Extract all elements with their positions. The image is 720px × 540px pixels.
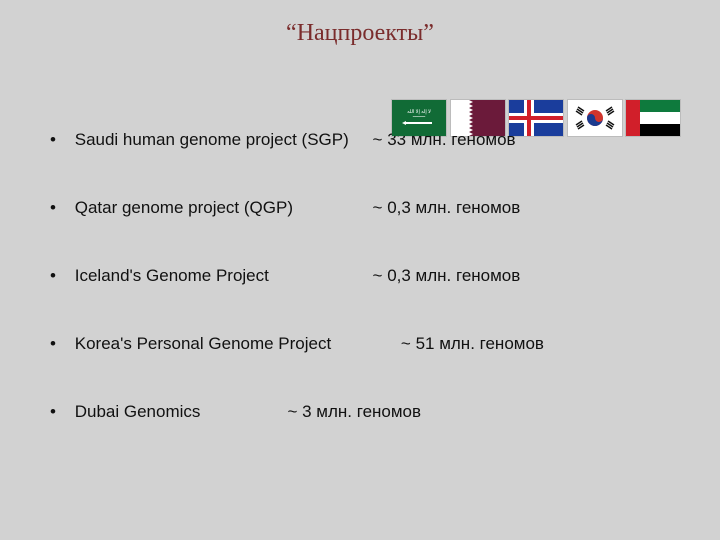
flag-saudi-icon: ـــــــ لا إله إلا الله bbox=[392, 100, 446, 136]
list-item: • Korea's Personal Genome Project ~ 51 м… bbox=[50, 334, 570, 354]
bullet-icon: • bbox=[50, 198, 70, 218]
project-name: Iceland's Genome Project bbox=[75, 266, 368, 286]
bullet-icon: • bbox=[50, 130, 70, 150]
list-item: • Dubai Genomics ~ 3 млн. геномов bbox=[50, 402, 570, 422]
project-scale: ~ 3 млн. геномов bbox=[287, 402, 421, 421]
project-scale: ~ 0,3 млн. геномов bbox=[373, 266, 521, 285]
project-name: Qatar genome project (QGP) bbox=[75, 198, 368, 218]
flag-iceland-icon bbox=[509, 100, 563, 136]
project-scale: ~ 0,3 млн. геномов bbox=[373, 198, 521, 217]
project-name: Saudi human genome project (SGP) bbox=[75, 130, 368, 150]
flag-korea-icon bbox=[568, 100, 622, 136]
slide: “Нацпроекты” • Saudi human genome projec… bbox=[0, 0, 720, 540]
bullet-icon: • bbox=[50, 334, 70, 354]
list-item: • Iceland's Genome Project ~ 0,3 млн. ге… bbox=[50, 266, 570, 286]
project-name: Dubai Genomics bbox=[75, 402, 283, 422]
project-name: Korea's Personal Genome Project bbox=[75, 334, 396, 354]
flag-column: ـــــــ لا إله إلا الله bbox=[392, 100, 680, 169]
svg-text:لا إله إلا الله: لا إله إلا الله bbox=[407, 109, 431, 115]
flag-qatar-icon bbox=[451, 100, 505, 136]
project-scale: ~ 51 млн. геномов bbox=[401, 334, 544, 353]
flag-uae-icon bbox=[626, 100, 680, 136]
project-list: • Saudi human genome project (SGP) ~ 33 … bbox=[50, 130, 570, 470]
list-item: • Qatar genome project (QGP) ~ 0,3 млн. … bbox=[50, 198, 570, 218]
bullet-icon: • bbox=[50, 266, 70, 286]
page-title: “Нацпроекты” bbox=[0, 20, 720, 47]
bullet-icon: • bbox=[50, 402, 70, 422]
